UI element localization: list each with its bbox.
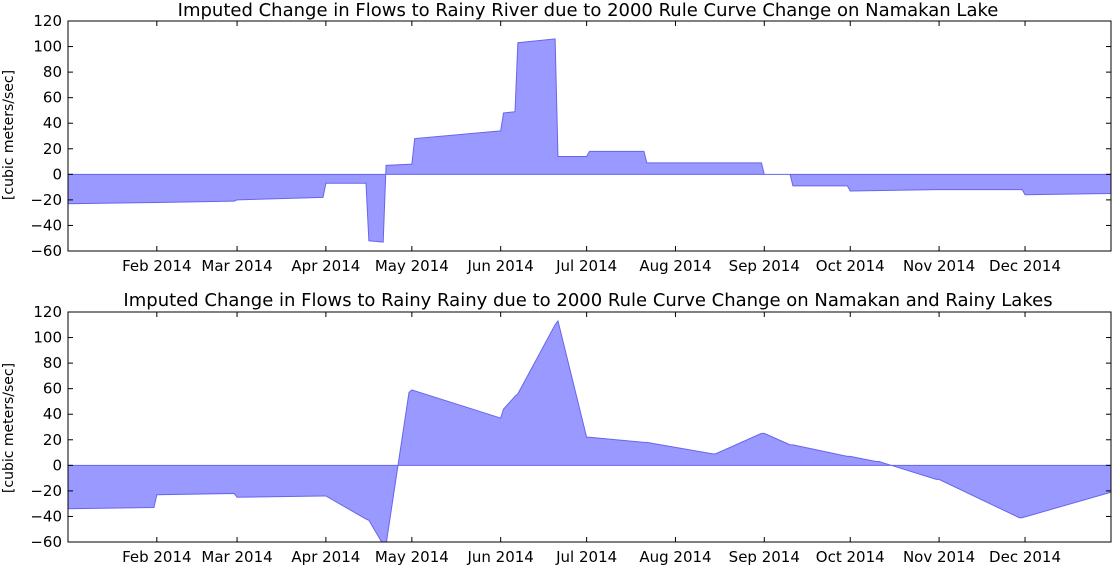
- y-tick-label: 100: [33, 329, 62, 347]
- y-tick-label: 60: [43, 89, 62, 107]
- x-tick-label: Dec 2014: [989, 257, 1061, 275]
- y-tick-label: −60: [30, 242, 62, 260]
- y-tick-label: 60: [43, 380, 62, 398]
- x-tick-label: Sep 2014: [729, 548, 800, 566]
- x-tick-label: Jun 2014: [466, 548, 533, 566]
- x-tick-label: Mar 2014: [201, 257, 272, 275]
- series-area-0: [68, 319, 1111, 542]
- y-tick-label: −40: [30, 216, 62, 234]
- x-tick-label: Jul 2014: [555, 257, 617, 275]
- y-tick-label: 0: [52, 456, 62, 474]
- plot-frame: [67, 311, 1112, 543]
- y-tick-label: 80: [43, 354, 62, 372]
- y-tick-label: 40: [43, 114, 62, 132]
- y-tick-label: 0: [52, 165, 62, 183]
- plot-area-top: −60 −40 −20 0 20 40 60 80 100 120 Feb 2014 Mar 2014…: [30, 12, 1112, 275]
- x-tick-label: May 2014: [375, 257, 449, 275]
- x-tick-label: Oct 2014: [816, 548, 885, 566]
- x-tick-label: Jun 2014: [466, 257, 533, 275]
- x-tick-label: May 2014: [375, 548, 449, 566]
- x-tick-label: Mar 2014: [201, 548, 272, 566]
- y-axis-label-top: [cubic meters/sec]: [1, 70, 17, 200]
- plot-frame: [67, 20, 1112, 252]
- y-axis-label-bottom: [cubic meters/sec]: [1, 363, 17, 493]
- y-tick-label: −40: [30, 507, 62, 525]
- x-tick-label: Aug 2014: [639, 257, 711, 275]
- x-tick-label: Feb 2014: [122, 548, 192, 566]
- x-tick-label: Apr 2014: [291, 548, 360, 566]
- chart-title-bottom: Imputed Change in Flows to Rainy Rainy d…: [123, 290, 1052, 311]
- y-tick-label: 20: [43, 431, 62, 449]
- y-tick-label: 100: [33, 38, 62, 56]
- x-tick-label: Nov 2014: [903, 548, 975, 566]
- y-tick-label: −60: [30, 533, 62, 551]
- y-tick-label: 40: [43, 405, 62, 423]
- x-tick-label: Sep 2014: [729, 257, 800, 275]
- x-tick-label: Apr 2014: [291, 257, 360, 275]
- x-tick-label: Oct 2014: [816, 257, 885, 275]
- y-tick-label: 120: [33, 12, 62, 30]
- chart-title-top: Imputed Change in Flows to Rainy River d…: [178, 0, 999, 21]
- x-tick-label: Jul 2014: [555, 548, 617, 566]
- y-tick-label: −20: [30, 482, 62, 500]
- y-tick-label: 20: [43, 140, 62, 158]
- y-tick-label: 80: [43, 63, 62, 81]
- y-tick-label: 120: [33, 303, 62, 321]
- x-tick-label: Aug 2014: [639, 548, 711, 566]
- y-tick-label: −20: [30, 191, 62, 209]
- series-area-0: [68, 38, 1111, 243]
- series-layer: [68, 319, 1111, 542]
- x-tick-label: Nov 2014: [903, 257, 975, 275]
- plot-area-bottom: −60 −40 −20 0 20 40 60 80 100 120 Feb 2014 Mar 2014…: [30, 303, 1112, 566]
- x-tick-label: Feb 2014: [122, 257, 192, 275]
- chart-panel-bottom: Imputed Change in Flows to Rainy Rainy d…: [1, 290, 1112, 566]
- x-tick-label: Dec 2014: [989, 548, 1061, 566]
- series-layer: [68, 38, 1111, 243]
- chart-panel-top: Imputed Change in Flows to Rainy River d…: [1, 0, 1112, 275]
